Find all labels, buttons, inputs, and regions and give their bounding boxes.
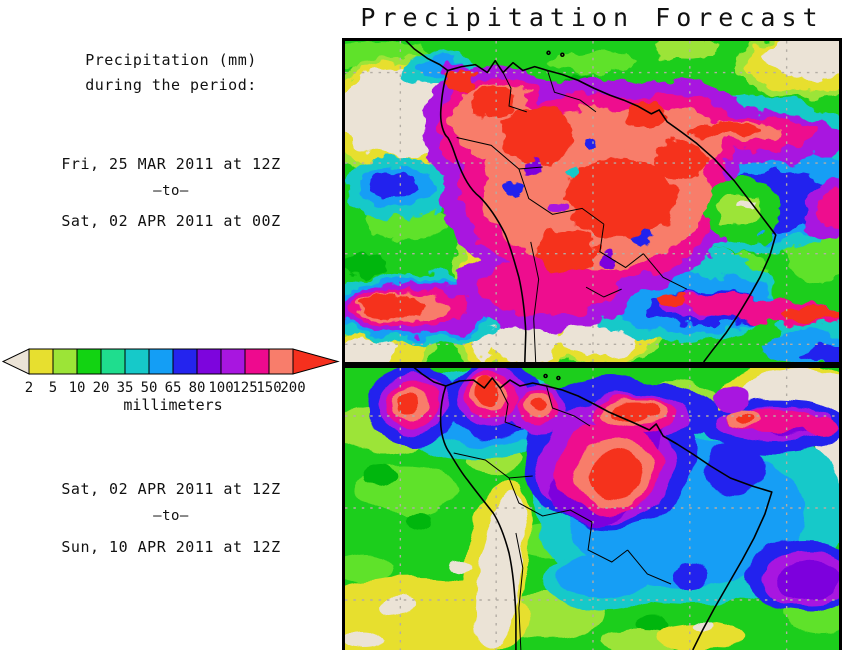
legend-tick-3: 20 bbox=[93, 380, 110, 396]
legend-under-arrow bbox=[1, 348, 30, 375]
legend-box-3 bbox=[100, 348, 126, 375]
legend-tick-1: 5 bbox=[49, 380, 57, 396]
legend-tick-11: 200 bbox=[280, 380, 305, 396]
period1-end: Sat, 02 APR 2011 at 00Z bbox=[61, 212, 281, 230]
legend-box-4 bbox=[124, 348, 150, 375]
gridlines-top bbox=[345, 41, 839, 362]
period2-separator: –to– bbox=[153, 508, 189, 524]
period1-separator: –to– bbox=[153, 183, 189, 199]
legend-tick-0: 2 bbox=[25, 380, 33, 396]
period2-start: Sat, 02 APR 2011 at 12Z bbox=[61, 480, 281, 498]
legend-tick-5: 50 bbox=[141, 380, 158, 396]
legend-tick-2: 10 bbox=[69, 380, 86, 396]
legend-box-1 bbox=[52, 348, 78, 375]
legend-box-10 bbox=[268, 348, 294, 375]
legend-box-9 bbox=[244, 348, 270, 375]
forecast-map-bottom bbox=[342, 365, 842, 650]
gridlines-bottom bbox=[345, 368, 839, 650]
country-borders-bottom bbox=[453, 385, 672, 650]
legend-tick-6: 65 bbox=[165, 380, 182, 396]
legend-box-0 bbox=[28, 348, 54, 375]
legend-box-8 bbox=[220, 348, 246, 375]
info-heading-line2: during the period: bbox=[85, 76, 257, 94]
period1-start: Fri, 25 MAR 2011 at 12Z bbox=[61, 155, 281, 173]
forecast-map-top bbox=[342, 38, 842, 365]
legend-tick-7: 80 bbox=[189, 380, 206, 396]
precipitation-field-bottom bbox=[345, 368, 839, 650]
colorbar-legend: 2 5 10 20 35 50 65 80 100 125 150 200 mi… bbox=[1, 348, 340, 414]
legend-over-arrow bbox=[292, 348, 340, 375]
period2-end: Sun, 10 APR 2011 at 12Z bbox=[61, 538, 281, 556]
legend-box-5 bbox=[148, 348, 174, 375]
legend-box-7 bbox=[196, 348, 222, 375]
page-title: Precipitation Forecast bbox=[360, 3, 824, 32]
legend-unit-label: millimeters bbox=[123, 396, 222, 414]
legend-box-6 bbox=[172, 348, 198, 375]
country-borders-top bbox=[456, 70, 688, 362]
precipitation-field-top bbox=[345, 41, 839, 362]
legend-tick-8: 100 bbox=[208, 380, 233, 396]
legend-box-2 bbox=[76, 348, 102, 375]
legend-tick-9: 125 bbox=[232, 380, 257, 396]
info-heading-line1: Precipitation (mm) bbox=[85, 51, 257, 69]
coastline-top bbox=[405, 41, 777, 362]
coastline-bottom bbox=[413, 368, 773, 650]
legend-tick-4: 35 bbox=[117, 380, 134, 396]
legend-tick-10: 150 bbox=[256, 380, 281, 396]
